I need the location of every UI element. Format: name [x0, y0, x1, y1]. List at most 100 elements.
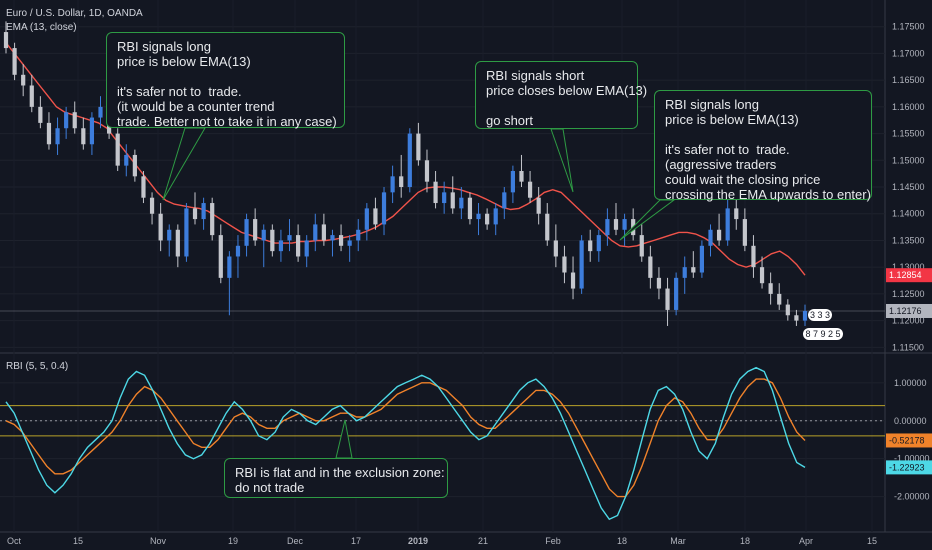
- candle: [321, 213, 326, 246]
- signal-value-tag-text: -0.52178: [889, 435, 925, 445]
- time-tick-label: 2019: [408, 536, 428, 546]
- event-badge-b[interactable]: 8 7 9 2 5: [803, 328, 843, 340]
- candle: [141, 170, 146, 204]
- candle-body: [89, 117, 95, 145]
- time-tick-label: 15: [867, 536, 877, 546]
- candle-body: [227, 256, 232, 278]
- time-tick-label: 21: [478, 536, 488, 546]
- candle: [278, 229, 284, 262]
- price-tick-label: 1.15500: [892, 129, 925, 139]
- candle: [588, 229, 593, 262]
- candle: [691, 251, 696, 278]
- candle-body: [545, 213, 550, 241]
- price-tick-label: 1.17000: [892, 48, 925, 58]
- candle-body: [210, 203, 215, 236]
- rbi-value-tag: -1.22923: [886, 460, 932, 475]
- candle: [725, 197, 730, 246]
- candle: [467, 192, 473, 225]
- price-tick-label: 1.11500: [892, 342, 924, 352]
- candle-body: [192, 208, 198, 220]
- annotation-exclusion-zone: RBI is flat and in the exclusion zone: d…: [224, 458, 448, 498]
- candle-body: [253, 219, 258, 241]
- candle-body: [124, 154, 129, 166]
- candle-body: [588, 240, 593, 252]
- candle: [296, 224, 301, 262]
- candle-body: [510, 170, 515, 193]
- candle: [716, 213, 722, 246]
- candle: [665, 277, 670, 326]
- event-badge-a[interactable]: 3 3 3: [808, 309, 832, 321]
- candle-body: [674, 277, 679, 310]
- time-tick-label: Apr: [799, 536, 813, 546]
- candle-body: [527, 181, 533, 198]
- price-tick-label: 1.12500: [892, 289, 925, 299]
- ema-price-tag: 1.12854: [886, 268, 932, 283]
- candle-body: [424, 160, 430, 182]
- candle: [536, 187, 541, 225]
- ema-legend: EMA (13, close): [6, 22, 77, 33]
- candle: [201, 197, 206, 230]
- candle-body: [682, 267, 687, 278]
- candle: [124, 144, 129, 177]
- candle: [227, 251, 232, 316]
- candle-body: [433, 181, 438, 204]
- candle-body: [55, 128, 60, 145]
- price-tick-label: 1.16500: [892, 75, 925, 85]
- price-tick-label: 1.14500: [892, 182, 925, 192]
- rbi-tick-label: 0.00000: [894, 416, 927, 426]
- time-tick-label: 17: [351, 536, 361, 546]
- ema-price-tag-bg: [886, 268, 932, 283]
- candle-body: [38, 106, 43, 123]
- candle: [287, 219, 292, 252]
- time-tick-label: 18: [740, 536, 750, 546]
- candle-body: [734, 208, 739, 220]
- price-tick-label: 1.16000: [892, 102, 925, 112]
- candle-body: [656, 277, 662, 289]
- last-price-tag: 1.12176: [886, 303, 932, 318]
- candle-body: [416, 133, 421, 161]
- candle-body: [708, 229, 713, 246]
- annotation-long-1: RBI signals long price is below EMA(13) …: [106, 32, 345, 129]
- ema-line: [5, 42, 806, 276]
- candle: [55, 117, 60, 155]
- candle: [192, 192, 198, 225]
- candle: [759, 256, 765, 289]
- rbi-legend: RBI (5, 5, 0.4): [6, 361, 69, 372]
- candle: [553, 224, 558, 268]
- rbi-tick-label: -1.00000: [894, 454, 930, 464]
- candle: [476, 203, 481, 236]
- signal-value-tag-bg: [886, 433, 932, 448]
- rbi-tick-label: -2.00000: [894, 492, 930, 502]
- candle: [708, 224, 713, 257]
- candle-body: [691, 267, 696, 273]
- candle-body: [459, 197, 464, 209]
- candle-body: [313, 224, 318, 241]
- time-tick-label: Nov: [150, 536, 167, 546]
- candle: [450, 176, 455, 214]
- rbi-tick-label: 1.00000: [894, 378, 927, 388]
- candles-layer: [3, 21, 808, 326]
- candle-body: [751, 245, 756, 268]
- rbi-value-tag-text: -1.22923: [889, 462, 925, 472]
- rbi-signal-line: [5, 378, 806, 498]
- candle: [527, 170, 533, 204]
- candle: [46, 112, 52, 150]
- candle-body: [794, 315, 799, 321]
- candle-body: [802, 310, 808, 321]
- candle: [218, 224, 223, 284]
- candle-body: [184, 208, 189, 257]
- annotation-long-2: RBI signals long price is below EMA(13) …: [654, 90, 872, 202]
- candle: [579, 235, 584, 294]
- candle-body: [218, 235, 223, 278]
- candle: [356, 219, 361, 252]
- candle: [399, 154, 404, 198]
- candle: [639, 224, 644, 262]
- candle-body: [149, 197, 155, 214]
- candle-body: [373, 208, 378, 225]
- candle: [210, 197, 215, 241]
- candle-body: [201, 203, 206, 220]
- candle-body: [347, 240, 352, 246]
- candle-body: [442, 192, 447, 204]
- candle: [29, 74, 34, 113]
- candle-body: [81, 128, 86, 145]
